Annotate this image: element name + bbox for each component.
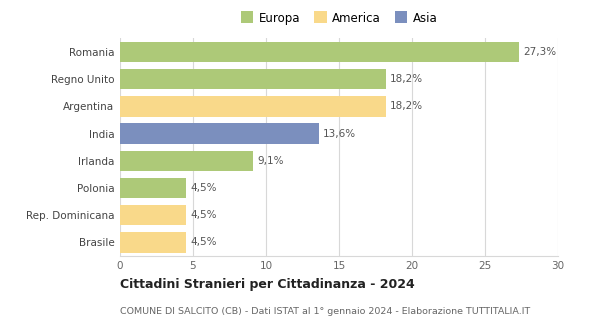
Bar bbox=[120, 178, 186, 198]
Bar bbox=[120, 42, 518, 62]
Bar bbox=[120, 96, 386, 116]
Text: 18,2%: 18,2% bbox=[390, 74, 423, 84]
Text: 4,5%: 4,5% bbox=[190, 237, 217, 247]
Text: 9,1%: 9,1% bbox=[257, 156, 284, 166]
Bar bbox=[120, 151, 253, 171]
Text: Cittadini Stranieri per Cittadinanza - 2024: Cittadini Stranieri per Cittadinanza - 2… bbox=[120, 278, 415, 291]
Bar bbox=[120, 124, 319, 144]
Bar bbox=[120, 232, 186, 252]
Text: COMUNE DI SALCITO (CB) - Dati ISTAT al 1° gennaio 2024 - Elaborazione TUTTITALIA: COMUNE DI SALCITO (CB) - Dati ISTAT al 1… bbox=[120, 307, 530, 316]
Text: 27,3%: 27,3% bbox=[523, 47, 556, 57]
Bar bbox=[120, 69, 386, 89]
Bar bbox=[120, 205, 186, 225]
Text: 4,5%: 4,5% bbox=[190, 183, 217, 193]
Legend: Europa, America, Asia: Europa, America, Asia bbox=[236, 7, 442, 30]
Text: 4,5%: 4,5% bbox=[190, 210, 217, 220]
Text: 18,2%: 18,2% bbox=[390, 101, 423, 111]
Text: 13,6%: 13,6% bbox=[323, 129, 356, 139]
